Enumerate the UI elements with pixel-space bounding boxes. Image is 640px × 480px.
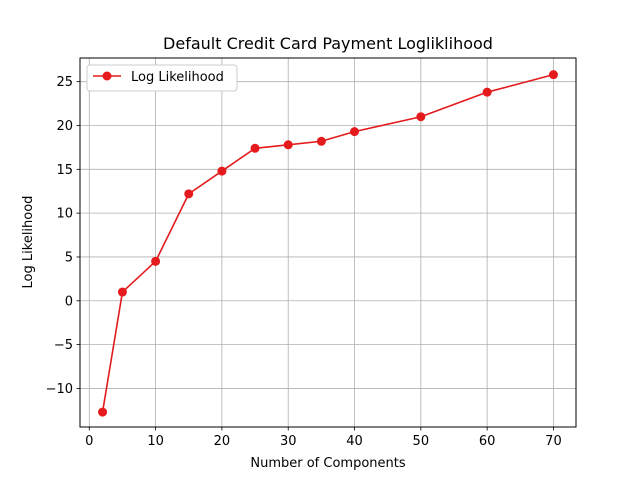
data-point — [316, 136, 326, 146]
data-point — [416, 112, 426, 122]
series — [98, 70, 558, 417]
series-line — [101, 73, 554, 413]
plot-frame — [79, 57, 577, 428]
legend-box — [86, 64, 238, 92]
x-tick-label: 50 — [413, 434, 430, 449]
legend-marker — [102, 71, 112, 81]
data-point — [350, 127, 360, 137]
y-tick-label: 0 — [65, 294, 73, 309]
data-point — [283, 140, 293, 150]
x-tick-label: 60 — [479, 434, 496, 449]
ticks: 0 10 20 30 40 50 60 70 −10 −5 0 5 10 15 20 25 — [46, 75, 562, 449]
y-tick-label: 20 — [56, 119, 73, 134]
data-point — [217, 166, 227, 176]
y-tick-label: 15 — [56, 163, 73, 178]
y-tick-label: 10 — [56, 207, 73, 222]
y-tick-label: −10 — [46, 382, 73, 397]
x-axis-label: Number of Components — [250, 456, 405, 471]
y-tick-label: 5 — [65, 250, 73, 265]
data-point — [548, 70, 558, 80]
x-tick-label: 0 — [85, 434, 93, 449]
x-tick-label: 30 — [280, 434, 297, 449]
data-point — [482, 87, 492, 97]
data-point — [98, 407, 108, 417]
x-tick-label: 40 — [346, 434, 363, 449]
y-axis-label: Log Likelihood — [21, 196, 36, 289]
chart-title: Default Credit Card Payment Logliklihood — [163, 34, 493, 53]
legend-entry-log-likelihood: Log Likelihood — [131, 70, 224, 85]
x-tick-label: 70 — [545, 434, 562, 449]
x-tick-label: 10 — [147, 434, 164, 449]
data-point — [184, 189, 194, 199]
legend: Log Likelihood — [86, 64, 238, 92]
grid — [80, 58, 576, 427]
data-point — [250, 143, 260, 153]
data-point — [151, 256, 161, 266]
y-tick-label: −5 — [54, 338, 73, 353]
x-tick-label: 20 — [214, 434, 231, 449]
data-point — [117, 287, 127, 297]
y-tick-label: 25 — [56, 75, 73, 90]
